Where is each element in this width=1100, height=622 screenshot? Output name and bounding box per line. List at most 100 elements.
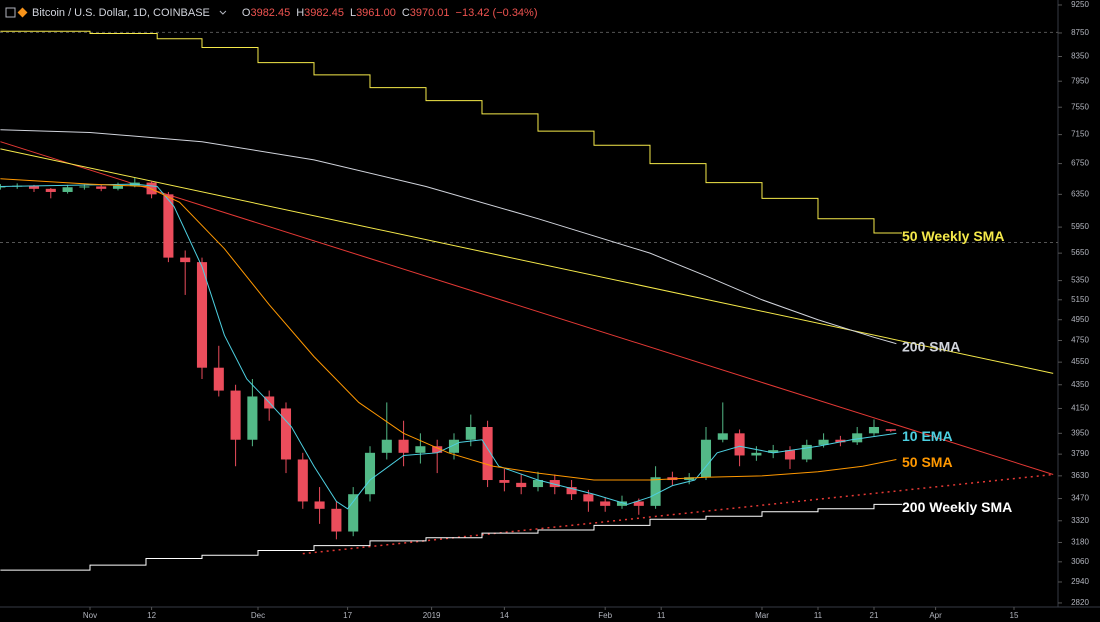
y-tick-label: 3630 <box>1071 471 1089 480</box>
x-tick-label: 11 <box>814 611 823 620</box>
candle-body <box>112 185 124 189</box>
candle-body <box>314 501 325 509</box>
series-label: 10 EMA <box>902 428 953 444</box>
ohlc-key: C <box>402 7 410 19</box>
candle-body <box>62 187 73 192</box>
candle-body <box>465 426 476 440</box>
candle-body <box>784 450 796 460</box>
indicator-line <box>0 503 902 571</box>
candle-body <box>45 188 56 192</box>
candle-body <box>348 494 359 532</box>
candle-body <box>532 480 544 488</box>
x-tick-label: Dec <box>251 611 265 620</box>
trend-line <box>0 141 1054 475</box>
candle-body <box>801 444 812 460</box>
ohlc-value: 3970.01 <box>410 7 450 19</box>
candle-body <box>700 439 712 478</box>
y-tick-label: 7150 <box>1071 130 1089 139</box>
candle-body <box>381 439 392 453</box>
candle-body <box>0 186 6 188</box>
candle-body <box>280 408 292 460</box>
trend-line <box>0 148 1054 374</box>
candle-body <box>297 459 308 502</box>
candle-body <box>616 501 628 506</box>
candle-body <box>196 262 208 368</box>
indicator-line <box>0 178 897 481</box>
candle-body <box>583 494 594 502</box>
change: −13.42 (−0.34%) <box>456 7 538 19</box>
candle-body <box>684 477 695 481</box>
candle-body <box>852 433 863 443</box>
candle-body <box>566 487 577 495</box>
candle-body <box>818 439 829 445</box>
axes: 9250 8750 8350 7950 7550 7150 6750 6350 5950 5650… <box>83 0 1090 620</box>
candle-body <box>633 501 644 506</box>
y-tick-label: 4350 <box>1071 380 1089 389</box>
x-tick-label: Apr <box>929 611 942 620</box>
candle-body <box>600 501 611 506</box>
candle-body <box>96 186 107 189</box>
symbol-title[interactable]: Bitcoin / U.S. Dollar, 1D, COINBASE <box>32 7 210 19</box>
series-label: 50 SMA <box>902 454 953 470</box>
candle-body <box>415 446 426 453</box>
candle-body <box>751 452 762 456</box>
y-tick-label: 8750 <box>1071 28 1089 37</box>
candle-body <box>331 508 342 532</box>
ohlc-value: 3982.45 <box>304 7 344 19</box>
ohlc-key: H <box>296 7 304 19</box>
y-tick-label: 5950 <box>1071 222 1089 231</box>
expand-icon[interactable] <box>5 7 16 18</box>
y-tick-label: 3320 <box>1071 516 1089 525</box>
y-tick-label: 3950 <box>1071 428 1089 437</box>
candle-body <box>146 182 157 195</box>
candle-body <box>79 186 90 188</box>
plot: 50 Weekly SMA 200 SMA 10 EMA 50 SMA 200 Week… <box>0 30 1058 571</box>
x-tick-label: 11 <box>657 611 666 620</box>
y-tick-label: 5350 <box>1071 276 1089 285</box>
candle-body <box>448 439 460 453</box>
y-tick-label: 9250 <box>1071 0 1089 9</box>
candle-body <box>213 367 224 391</box>
y-tick-label: 3790 <box>1071 449 1089 458</box>
candle-body <box>650 477 661 506</box>
y-tick-label: 6350 <box>1071 189 1089 198</box>
x-tick-label: Mar <box>755 611 769 620</box>
candle-body <box>717 433 728 440</box>
candle-body <box>499 480 510 483</box>
y-tick-label: 7950 <box>1071 76 1089 85</box>
y-tick-label: 3180 <box>1071 538 1089 547</box>
series-label: 200 Weekly SMA <box>902 499 1012 515</box>
y-tick-label: 5150 <box>1071 295 1089 304</box>
y-tick-label: 7550 <box>1071 102 1089 111</box>
y-tick-label: 4950 <box>1071 315 1089 324</box>
candle-body <box>768 450 779 453</box>
series-label: 50 Weekly SMA <box>902 228 1004 244</box>
candle-body <box>364 452 376 495</box>
candle-body <box>835 439 846 443</box>
x-tick-label: 2019 <box>423 611 441 620</box>
y-tick-label: 5650 <box>1071 248 1089 257</box>
candle-body <box>180 257 191 263</box>
ohlc-key: O <box>242 7 251 19</box>
x-tick-label: 14 <box>500 611 509 620</box>
candle-body <box>28 185 40 189</box>
dropdown-icon <box>219 10 227 15</box>
x-tick-label: 17 <box>343 611 352 620</box>
indicator-line <box>0 183 897 510</box>
candle-body <box>398 439 409 453</box>
series-label: 200 SMA <box>902 338 960 354</box>
x-tick-label: Nov <box>83 611 97 620</box>
header: Bitcoin / U.S. Dollar, 1D, COINBASE O 398… <box>5 7 538 19</box>
y-tick-label: 4750 <box>1071 336 1089 345</box>
candle-body <box>432 446 443 453</box>
y-tick-label: 4150 <box>1071 404 1089 413</box>
ohlc-value: 3961.00 <box>356 7 396 19</box>
y-tick-label: 3060 <box>1071 557 1089 566</box>
candle-body <box>734 433 745 456</box>
y-tick-label: 2820 <box>1071 598 1089 607</box>
x-tick-label: 21 <box>870 611 879 620</box>
x-tick-label: 12 <box>147 611 156 620</box>
